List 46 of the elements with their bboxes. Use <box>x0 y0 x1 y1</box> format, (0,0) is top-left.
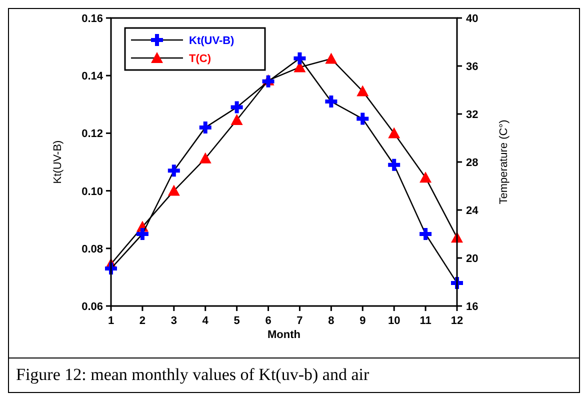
y2-tick-label: 20 <box>466 253 478 265</box>
x-tick-label: 6 <box>265 315 272 327</box>
x-tick-label: 10 <box>388 315 400 327</box>
point <box>388 127 400 138</box>
point <box>386 156 402 173</box>
point <box>228 99 245 116</box>
y2-tick-label: 24 <box>466 205 480 217</box>
y2-tick-label: 16 <box>466 301 478 313</box>
x-tick-label: 9 <box>360 315 366 327</box>
x-tick-label: 7 <box>296 315 303 327</box>
legend-label: Kt(UV-B) <box>189 35 235 47</box>
y2-tick-label: 28 <box>466 157 478 169</box>
y2-tick-label: 40 <box>466 13 478 25</box>
point <box>325 52 338 64</box>
y-tick-label: 0.06 <box>82 301 103 313</box>
x-tick-label: 5 <box>234 315 240 327</box>
point <box>199 152 212 164</box>
x-tick-label: 12 <box>450 315 464 327</box>
x-tick-label: 2 <box>139 315 146 327</box>
point <box>356 85 369 96</box>
x-tick-label: 8 <box>328 315 334 327</box>
point <box>354 110 371 127</box>
y-tick-label: 0.12 <box>82 128 103 140</box>
point <box>292 50 308 66</box>
point <box>260 73 276 90</box>
point <box>230 114 243 125</box>
x-tick-label: 1 <box>108 315 114 327</box>
x-tick-label: 11 <box>420 315 432 327</box>
y-tick-label: 0.08 <box>82 243 103 256</box>
y-tick-label: 0.14 <box>82 70 104 83</box>
y2-tick-label: 36 <box>466 61 478 73</box>
y-axis-title: Kt(UV-B) <box>52 140 64 184</box>
legend-label: T(C) <box>189 53 212 65</box>
y2-axis-title: Temperature (C°) <box>498 120 510 204</box>
y-tick-label: 0.16 <box>82 13 103 25</box>
x-tick-label: 4 <box>202 315 210 327</box>
point <box>168 184 180 196</box>
caption: Figure 12: mean monthly values of Kt(uv-b) and air <box>16 365 370 384</box>
x-tick-label: 3 <box>170 315 177 327</box>
point <box>166 162 182 179</box>
point <box>418 226 434 242</box>
point <box>134 226 150 242</box>
y-tick-label: 0.10 <box>82 186 103 198</box>
y2-tick-label: 32 <box>466 109 478 121</box>
point <box>420 172 432 183</box>
x-axis-title: Month <box>268 329 301 341</box>
